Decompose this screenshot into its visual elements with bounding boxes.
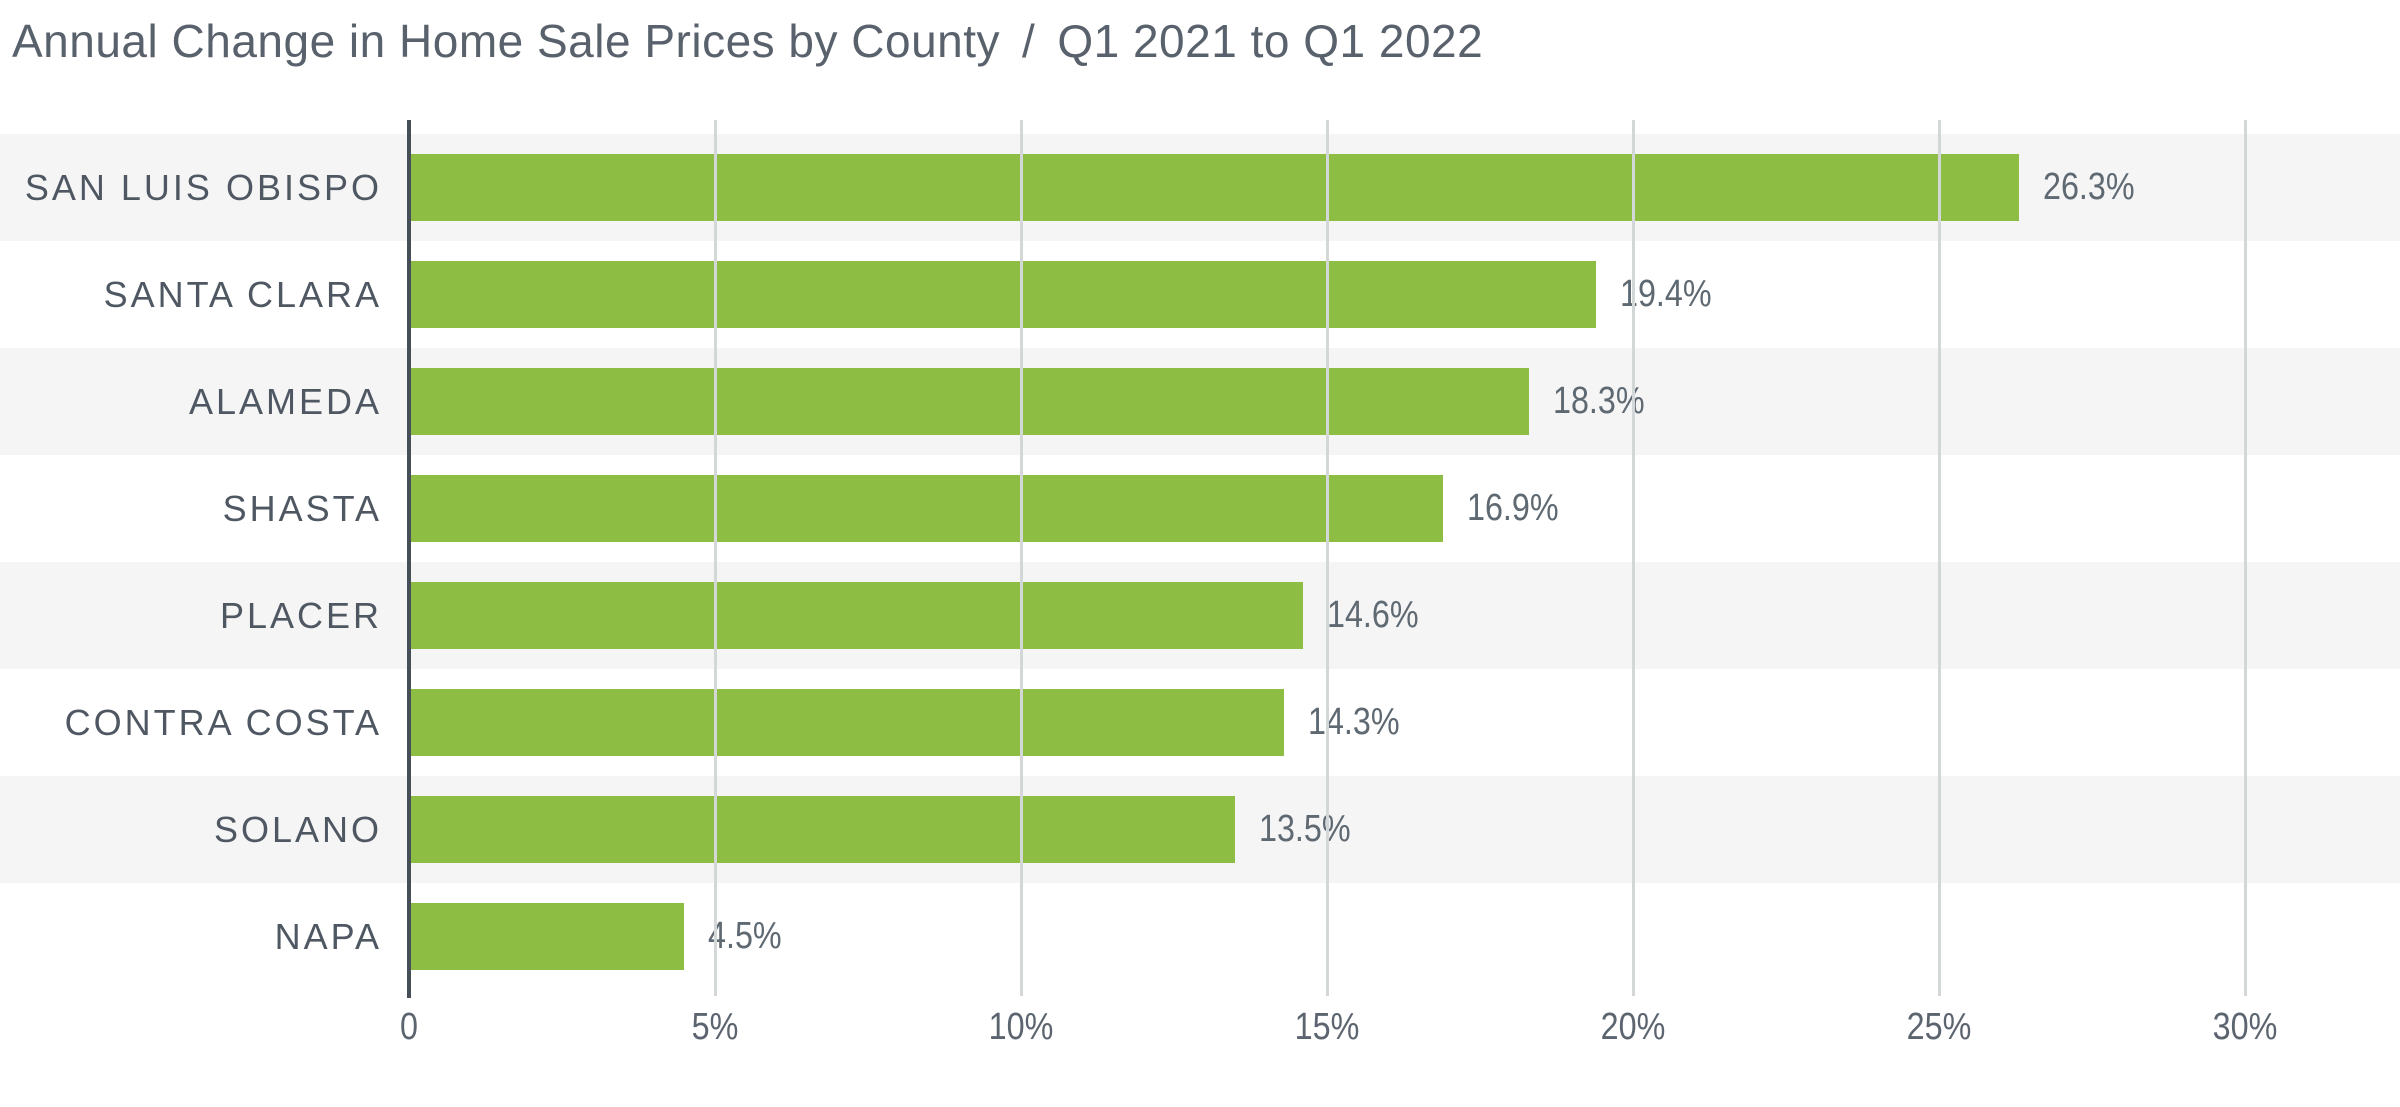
value-label-text: 4.5%: [708, 915, 783, 957]
chart-row: NAPA 4.5%: [0, 883, 2400, 990]
chart-row: SAN LUIS OBISPO 26.3%: [0, 134, 2400, 241]
county-label: ALAMEDA: [188, 380, 382, 422]
county-label: SHASTA: [222, 487, 382, 529]
x-tick-label-text: 20%: [1600, 1006, 1666, 1048]
value-bar: [411, 903, 685, 970]
x-tick-label: 0: [398, 1006, 419, 1049]
x-tick-label-text: 5%: [691, 1006, 739, 1048]
county-label: SOLANO: [213, 808, 382, 850]
x-tick-label-text: 30%: [2212, 1006, 2278, 1048]
value-bar: [411, 475, 1444, 542]
value-bar: [411, 796, 1236, 863]
value-label-text: 13.5%: [1259, 808, 1351, 850]
value-label: 14.3%: [1308, 669, 1416, 776]
x-tick-label: 25%: [1901, 1006, 1977, 1049]
value-bar: [411, 582, 1303, 649]
x-tick-label-text: 15%: [1294, 1006, 1360, 1048]
value-label-text: 19.4%: [1620, 273, 1712, 315]
x-tick-label-text: 0: [400, 1006, 418, 1048]
county-label: SAN LUIS OBISPO: [24, 166, 382, 208]
x-tick-label-text: 25%: [1906, 1006, 1972, 1048]
value-label: 13.5%: [1259, 776, 1367, 883]
x-tick-label: 5%: [688, 1006, 743, 1049]
chart-title-separator: /: [1022, 15, 1036, 67]
value-label-text: 14.6%: [1326, 594, 1419, 636]
chart-title-period: Q1 2021 to Q1 2022: [1057, 15, 1484, 67]
chart-title-main: Annual Change in Home Sale Prices by Cou…: [12, 15, 1001, 67]
value-label: 4.5%: [708, 883, 795, 990]
x-tick-label: 10%: [983, 1006, 1059, 1049]
value-label-text: 26.3%: [2042, 166, 2135, 208]
value-label: 18.3%: [1553, 348, 1661, 455]
chart-row: SOLANO 13.5%: [0, 776, 2400, 883]
chart-row: ALAMEDA 18.3%: [0, 348, 2400, 455]
chart-title: Annual Change in Home Sale Prices by Cou…: [12, 14, 1483, 68]
x-tick-label: 20%: [1595, 1006, 1671, 1049]
chart-row: SANTA CLARA 19.4%: [0, 241, 2400, 348]
value-bar: [411, 689, 1285, 756]
value-label: 19.4%: [1620, 241, 1728, 348]
value-bar: [411, 368, 1529, 435]
chart-row: CONTRA COSTA 14.3%: [0, 669, 2400, 776]
value-label: 14.6%: [1327, 562, 1435, 669]
county-label: PLACER: [219, 594, 382, 636]
value-label: 16.9%: [1467, 455, 1575, 562]
value-label-text: 14.3%: [1308, 701, 1400, 743]
x-tick-label: 30%: [2207, 1006, 2283, 1049]
value-label: 26.3%: [2043, 134, 2151, 241]
chart-row: PLACER 14.6%: [0, 562, 2400, 669]
value-bar: [411, 261, 1597, 328]
y-axis-line: [407, 120, 411, 998]
county-label: CONTRA COSTA: [64, 701, 382, 743]
county-label: NAPA: [274, 915, 382, 957]
value-bar: [411, 154, 2019, 221]
x-tick-label: 15%: [1289, 1006, 1365, 1049]
county-label: SANTA CLARA: [103, 273, 382, 315]
x-tick-label-text: 10%: [988, 1006, 1054, 1048]
value-label-text: 18.3%: [1552, 380, 1645, 422]
chart-row: SHASTA 16.9%: [0, 455, 2400, 562]
value-label-text: 16.9%: [1467, 487, 1559, 529]
